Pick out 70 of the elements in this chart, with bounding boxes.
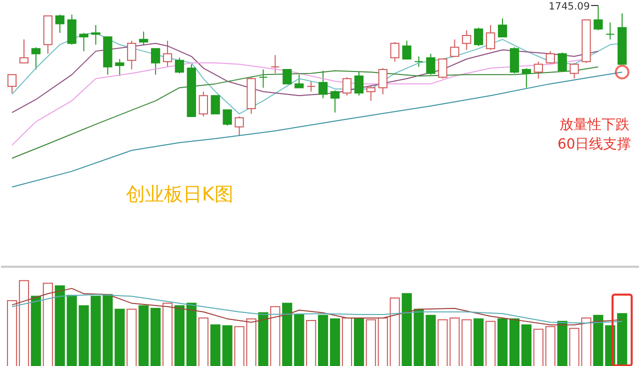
candlestick bbox=[210, 95, 220, 114]
bar bbox=[222, 325, 232, 366]
candlestick bbox=[162, 40, 172, 68]
candlestick bbox=[414, 56, 424, 68]
bar bbox=[557, 320, 568, 366]
candlestick bbox=[79, 32, 88, 52]
bar bbox=[30, 296, 41, 366]
candlestick bbox=[354, 72, 364, 96]
candlestick bbox=[150, 48, 160, 76]
candlestick bbox=[127, 40, 136, 70]
candlestick bbox=[402, 40, 412, 60]
candlestick bbox=[294, 74, 304, 88]
bar bbox=[318, 314, 328, 366]
candlestick bbox=[198, 91, 208, 117]
candlestick bbox=[7, 74, 17, 94]
annotation: 1745.09 bbox=[548, 1, 590, 12]
candlestick bbox=[318, 70, 328, 99]
candlestick bbox=[438, 58, 448, 80]
candlestick bbox=[342, 76, 352, 96]
bar bbox=[521, 324, 532, 366]
candlestick bbox=[510, 46, 520, 74]
candlestick bbox=[282, 68, 292, 84]
bar bbox=[330, 318, 340, 366]
candlestick bbox=[570, 62, 579, 80]
candlestick bbox=[486, 24, 496, 50]
bar bbox=[138, 305, 149, 366]
candlestick bbox=[55, 14, 64, 34]
candlestick bbox=[474, 27, 484, 46]
bar bbox=[258, 312, 268, 366]
candlestick bbox=[234, 116, 244, 137]
bar bbox=[474, 318, 484, 366]
bar bbox=[354, 317, 364, 366]
candlestick bbox=[426, 53, 436, 76]
bar bbox=[210, 324, 220, 366]
candlestick bbox=[139, 31, 148, 46]
candlestick bbox=[67, 14, 76, 46]
bar bbox=[509, 318, 520, 366]
candlestick bbox=[31, 46, 40, 70]
candlestick bbox=[462, 30, 472, 50]
bar bbox=[617, 313, 628, 366]
candlestick bbox=[258, 68, 268, 88]
bar bbox=[186, 302, 196, 366]
text: 60日线支撑 bbox=[557, 136, 632, 152]
candlestick bbox=[558, 52, 567, 72]
candlestick bbox=[174, 57, 184, 74]
candlestick bbox=[330, 90, 340, 114]
text: 创业板日K图 bbox=[126, 183, 234, 206]
candlestick bbox=[378, 68, 388, 95]
candlestick bbox=[594, 4, 603, 31]
candlestick bbox=[115, 58, 124, 76]
candlestick bbox=[306, 80, 316, 92]
bar bbox=[54, 285, 65, 366]
annotation: 放量性下跌 bbox=[559, 117, 630, 134]
candlestick bbox=[91, 24, 100, 46]
candlestick bbox=[222, 109, 232, 126]
bar bbox=[174, 305, 185, 366]
candlestick bbox=[534, 61, 543, 80]
candlestick bbox=[270, 54, 280, 74]
candlestick bbox=[390, 42, 400, 62]
bar bbox=[282, 302, 292, 366]
candlestick bbox=[522, 68, 531, 88]
bar bbox=[294, 314, 304, 366]
candlestick bbox=[19, 38, 29, 64]
candlestick bbox=[366, 86, 376, 102]
candlestick bbox=[498, 18, 508, 38]
candlestick bbox=[450, 38, 460, 57]
candlestick bbox=[546, 50, 555, 65]
bar bbox=[497, 318, 508, 366]
candlestick bbox=[606, 22, 615, 40]
bar bbox=[150, 308, 161, 366]
